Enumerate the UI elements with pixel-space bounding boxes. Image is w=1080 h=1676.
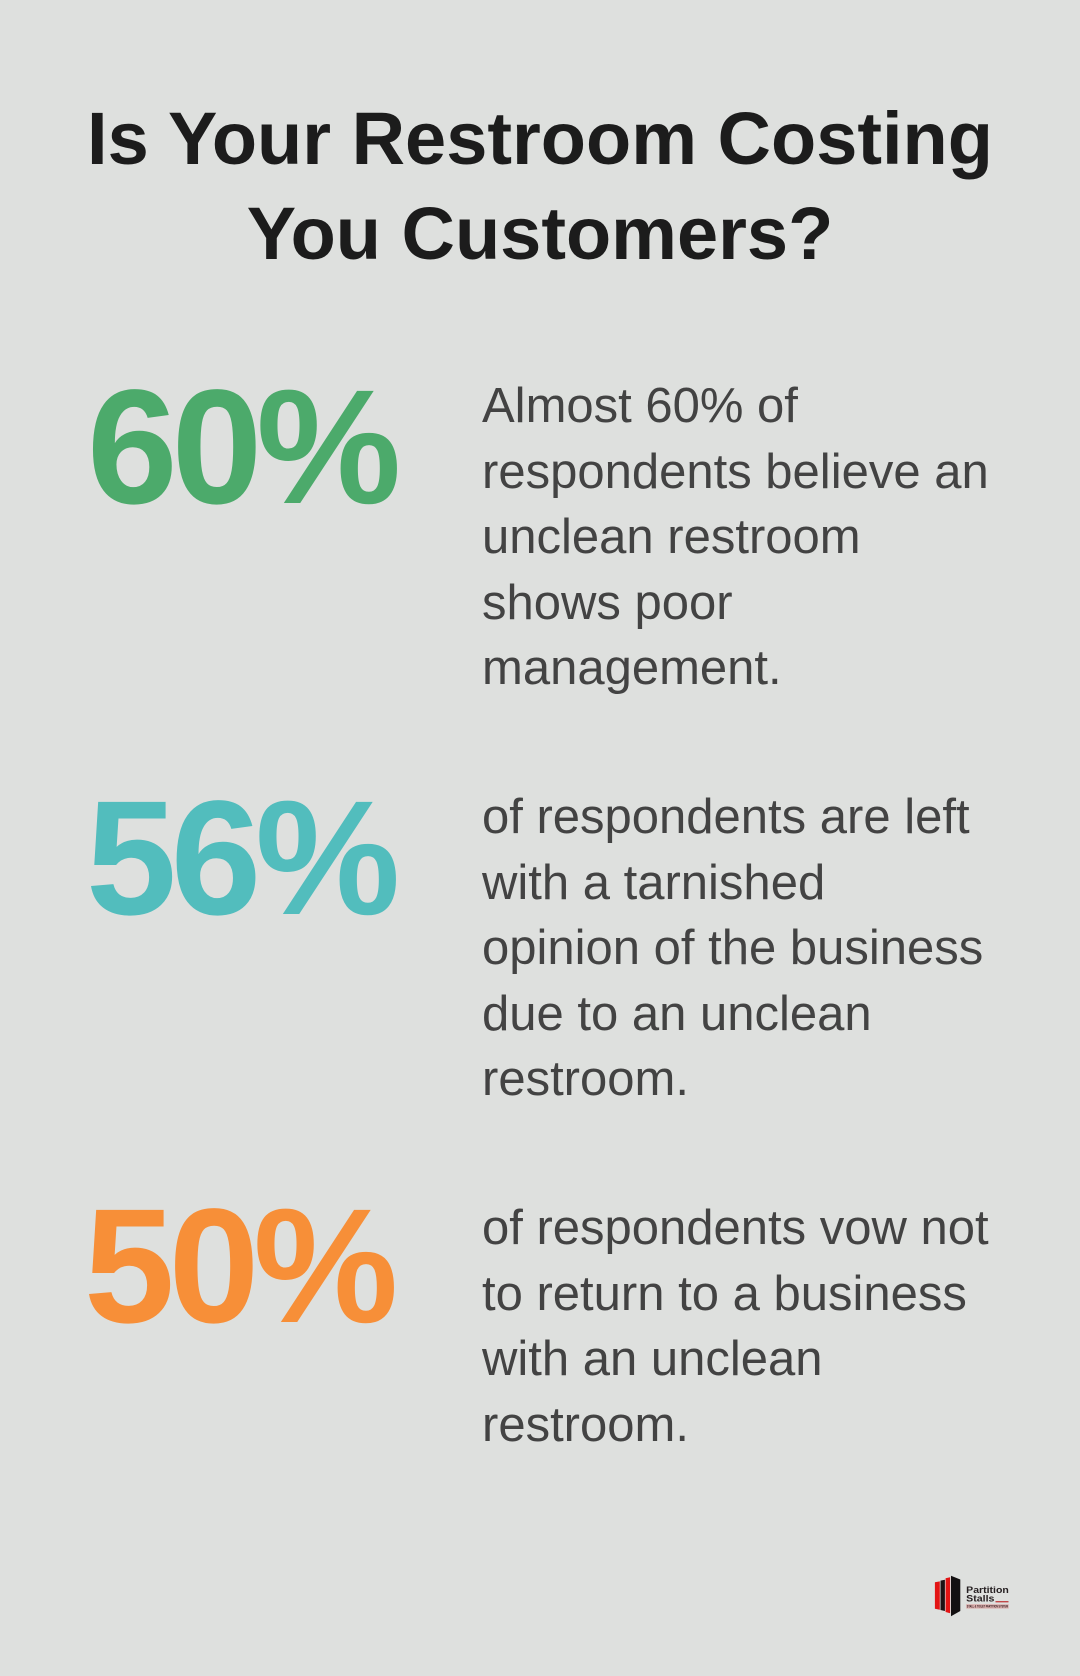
svg-text:STALL & TOILET PARTITION SYSTE: STALL & TOILET PARTITION SYSTEM (967, 1605, 1008, 1609)
svg-text:Partition: Partition (966, 1584, 1009, 1595)
svg-text:Stalls: Stalls (966, 1593, 994, 1604)
